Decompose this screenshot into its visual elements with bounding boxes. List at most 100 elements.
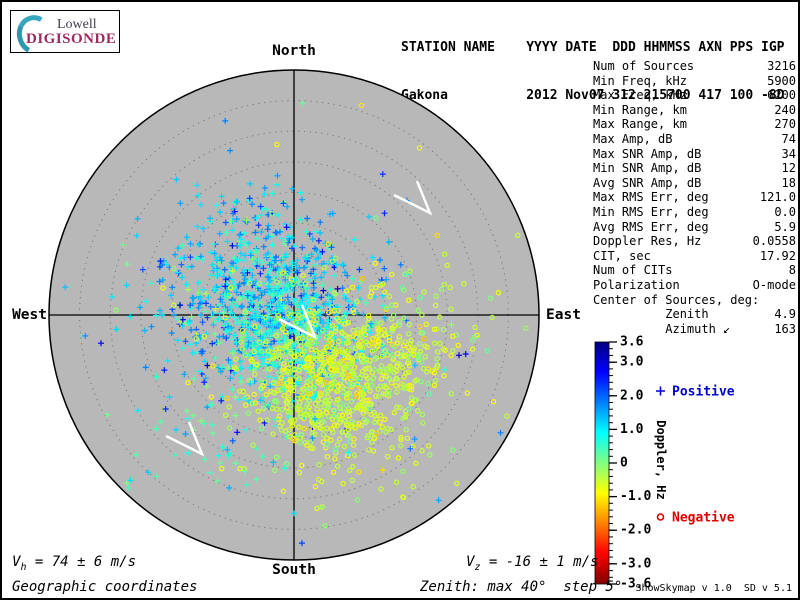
stat-value: 4.9 — [774, 307, 796, 322]
stat-label: Max Range, km — [593, 117, 687, 132]
stat-label: Polarization — [593, 277, 680, 292]
svg-text:2.0: 2.0 — [620, 388, 644, 403]
legend-negative-marker — [656, 513, 665, 521]
legend-positive-label: Positive — [672, 385, 735, 400]
stat-value: 163 — [774, 321, 796, 336]
stat-row: Doppler Res, Hz 0.0558 — [593, 234, 796, 249]
zenith-range-note: Zenith: max 40° step 5° — [420, 579, 623, 595]
stat-label: Azimuth ↙ — [593, 321, 731, 336]
stats-panel: Num of Sources 3216 Min Freq, kHz 5900 Max F… — [593, 59, 796, 336]
svg-text:1.0: 1.0 — [620, 422, 644, 437]
stat-label: Max RMS Err, deg — [593, 190, 709, 205]
direction-label-east: East — [546, 307, 581, 323]
stat-row: Min Freq, kHz 5900 — [593, 74, 796, 89]
stat-value: 12 — [781, 161, 796, 176]
stat-label: Num of Sources — [593, 59, 695, 73]
lowell-digisonde-logo: Lowell DIGISONDE — [10, 10, 120, 60]
vertical-velocity-value: Vz = -16 ± 1 m/s — [466, 554, 598, 573]
legend-positive-marker — [656, 386, 665, 396]
legend-negative-label: Negative — [672, 511, 735, 526]
stat-value: 8 — [788, 263, 796, 278]
stat-row: CIT, sec 17.92 — [593, 249, 796, 264]
stat-value: 0.0 — [774, 204, 796, 219]
stat-label: Max Freq, kHz — [593, 88, 687, 103]
vz-text: = -16 ± 1 m/s — [480, 554, 599, 570]
svg-text:-3.0: -3.0 — [620, 556, 651, 571]
stat-row: Num of Sources 3216 — [593, 59, 796, 74]
header-values-row: Gakona 2012 Nov07 312 215700 417 100 -8D — [401, 88, 785, 103]
stat-value: 121.0 — [759, 190, 796, 205]
svg-text:0: 0 — [620, 456, 628, 471]
stat-row: Min RMS Err, deg 0.0 — [593, 205, 796, 220]
software-version: ShowSkymap v 1.0 SD v 5.1 — [635, 583, 792, 594]
doppler-source-points — [62, 100, 529, 547]
coordinate-system-label: Geographic coordinates — [12, 579, 198, 595]
stat-row: Num of CITs 8 — [593, 263, 796, 278]
velocity-arrowhead — [165, 421, 205, 457]
svg-text:-3.6: -3.6 — [620, 577, 651, 592]
stat-label: CIT, sec — [593, 248, 651, 263]
stat-row: Max Range, km 270 — [593, 117, 796, 132]
stat-label: Min Freq, kHz — [593, 73, 687, 88]
stat-value: 17.92 — [759, 248, 796, 263]
stat-value: 0.0558 — [752, 234, 796, 249]
direction-label-south: South — [272, 562, 316, 578]
velocity-arrowhead — [393, 180, 433, 216]
stat-row: Min SNR Amp, dB 12 — [593, 161, 796, 176]
logo-digisonde-text: DIGISONDE — [26, 31, 117, 47]
stat-label: Doppler Res, Hz — [593, 234, 702, 249]
vh-subscript: h — [20, 561, 27, 573]
stat-row: Zenith 4.9 — [593, 307, 796, 322]
stat-label: Avg RMS Err, deg — [593, 219, 709, 234]
stat-label: Zenith — [593, 307, 709, 322]
stat-row: Polarization O-mode — [593, 278, 796, 293]
stat-value: 5900 — [767, 73, 796, 88]
direction-label-west: West — [12, 307, 47, 323]
colorbar-axis-label: Doppler, Hz — [654, 420, 668, 499]
stat-label: Min RMS Err, deg — [593, 204, 709, 219]
stat-value: 270 — [774, 117, 796, 132]
svg-text:3.0: 3.0 — [620, 355, 644, 370]
colorbar-ticks-and-labels: 3.6 3.0 2.0 1.0 0 -1.0 -2.0 -3.0 -3.6 — [609, 335, 651, 592]
stat-value: 3216 — [767, 59, 796, 73]
stat-label: Avg SNR Amp, dB — [593, 175, 702, 190]
stat-row: Avg SNR Amp, dB 18 — [593, 176, 796, 191]
legend: Positive Negative — [656, 385, 735, 526]
vz-symbol: V — [466, 554, 475, 570]
vh-symbol: V — [12, 554, 21, 570]
vh-text: = 74 ± 6 m/s — [26, 554, 137, 570]
stat-row: Center of Sources, deg: — [593, 293, 796, 308]
stat-row: Max RMS Err, deg 121.0 — [593, 190, 796, 205]
stat-label: Min Range, km — [593, 102, 687, 117]
stat-row: Min Range, km 240 — [593, 103, 796, 118]
stat-value: 34 — [781, 146, 796, 161]
header-columns-row: STATION NAME YYYY DATE DDD HHMMSS AXN PP… — [401, 40, 785, 55]
stat-value: 6200 — [767, 88, 796, 103]
logo-lowell-text: Lowell — [57, 17, 97, 32]
svg-text:-1.0: -1.0 — [620, 489, 651, 504]
doppler-colorbar — [594, 341, 610, 585]
stat-label: Max Amp, dB — [593, 131, 673, 146]
stat-row: Max SNR Amp, dB 34 — [593, 147, 796, 162]
velocity-arrowhead — [278, 304, 318, 340]
stat-value: O-mode — [752, 277, 796, 292]
vz-subscript: z — [474, 561, 481, 573]
stat-label: Center of Sources, deg: — [593, 292, 760, 307]
stat-value: 5.9 — [774, 219, 796, 234]
header-block: STATION NAME YYYY DATE DDD HHMMSS AXN PP… — [401, 8, 785, 136]
stat-row: Max Freq, kHz 6200 — [593, 88, 796, 103]
stat-value: 240 — [774, 102, 796, 117]
stat-label: Num of CITs — [593, 263, 673, 278]
svg-text:3.6: 3.6 — [620, 335, 644, 350]
stat-label: Max SNR Amp, dB — [593, 146, 702, 161]
horizontal-velocity-value: Vh = 74 ± 6 m/s — [12, 554, 136, 573]
svg-text:-2.0: -2.0 — [620, 523, 651, 538]
stat-value: 74 — [781, 131, 796, 146]
stat-row: Max Amp, dB 74 — [593, 132, 796, 147]
stat-value: 18 — [781, 175, 796, 190]
direction-label-north: North — [272, 43, 316, 59]
stat-row: Avg RMS Err, deg 5.9 — [593, 220, 796, 235]
stat-row: Azimuth ↙ 163 — [593, 322, 796, 337]
